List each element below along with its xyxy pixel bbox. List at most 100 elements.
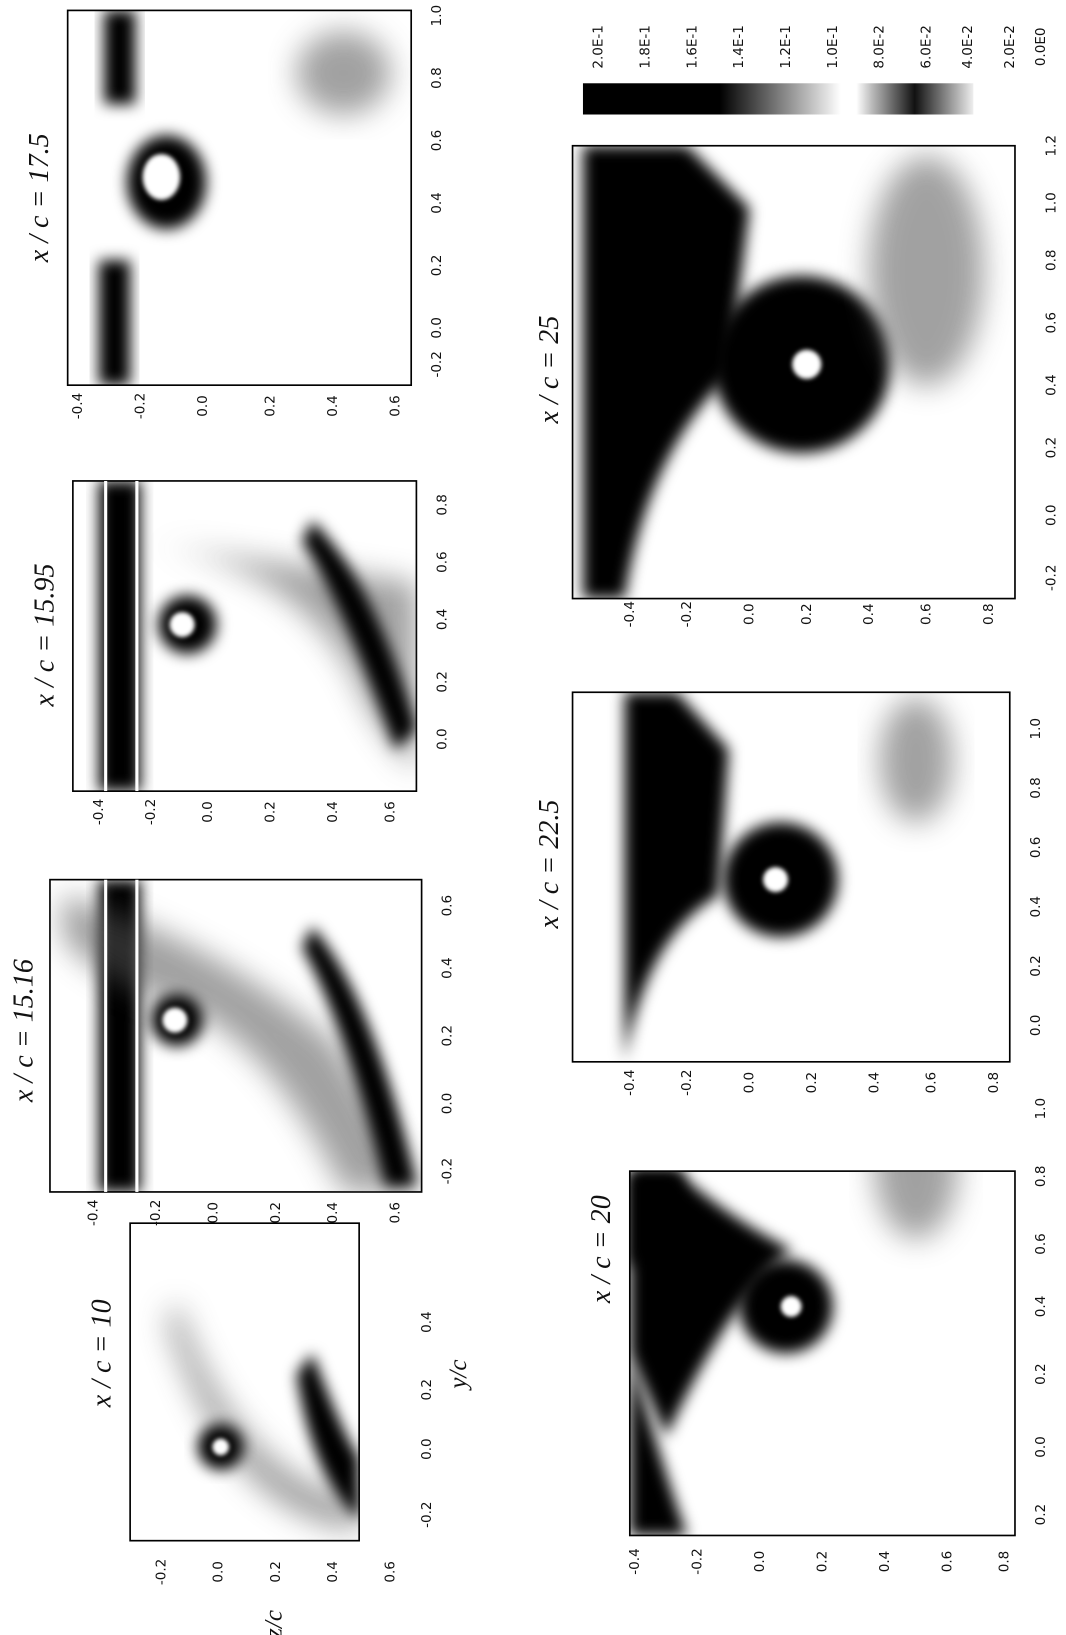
y-tick-label: 0.6 — [429, 130, 445, 152]
x-tick-label: -0.4 — [622, 601, 638, 627]
y-tick-label: -0.2 — [440, 1158, 456, 1184]
x-tick-label: 0.0 — [205, 1202, 221, 1224]
x-tick-label: -0.2 — [153, 1559, 169, 1585]
x-tick-label: -0.2 — [689, 1548, 705, 1574]
y-tick-label: 0.4 — [429, 192, 445, 214]
x-tick-label: 0.2 — [799, 603, 815, 625]
y-tick-label: 0.4 — [1028, 896, 1044, 918]
colorbar-label: 4.0E-2 — [960, 25, 976, 69]
panel-title: x / c = 22.5 — [534, 800, 565, 930]
x-tick-label: -0.4 — [91, 799, 107, 825]
y-tick-label: 1.0 — [1028, 718, 1044, 740]
x-tick-label: 0.2 — [814, 1551, 830, 1573]
y-tick-label: 1.2 — [1043, 135, 1059, 156]
panel-image — [49, 9, 1016, 1542]
x-tick-label: 0.4 — [877, 1551, 893, 1573]
colorbar-label: 1.0E-1 — [825, 25, 841, 69]
x-tick-label: 0.0 — [200, 801, 216, 822]
y-tick-label: 0.8 — [1028, 777, 1044, 799]
colorbar-label: 1.8E-1 — [637, 25, 653, 69]
x-tick-label: -0.2 — [133, 393, 149, 419]
y-tick-label: 0.0 — [429, 317, 445, 339]
colorbar-label: 1.6E-1 — [684, 25, 700, 69]
y-tick-label: 0.0 — [434, 728, 450, 750]
x-tick-label: 0.0 — [211, 1561, 227, 1583]
panel-title: x / c = 15.16 — [8, 959, 39, 1103]
panel-title: x / c = 10 — [87, 1299, 118, 1408]
x-tick-label: 0.6 — [388, 395, 404, 417]
colorbar-label: 6.0E-2 — [918, 25, 934, 69]
y-tick-label: 0.0 — [1028, 1015, 1044, 1036]
y-tick-label: 0.6 — [1043, 312, 1059, 333]
x-tick-label: -0.2 — [148, 1200, 164, 1226]
x-tick-label: 0.4 — [325, 395, 341, 417]
colorbar-label: 2.0E-1 — [591, 25, 607, 69]
x-tick-label: 0.0 — [752, 1551, 768, 1573]
colorbar-label: 0.0E0 — [1033, 28, 1049, 67]
y-tick-label: 0.0 — [419, 1438, 435, 1460]
x-tick-label: 0.2 — [268, 1561, 284, 1583]
y-tick-label: 0.4 — [440, 957, 456, 979]
figure-body: x / c = 10 -0.2 0.0 0.2 0.4 0.6 -0.2 0.0 0.2 0.4 x… — [8, 5, 1059, 1635]
y-tick-label: 0.4 — [1033, 1296, 1049, 1318]
y-tick-label: 0.6 — [1028, 837, 1044, 859]
y-tick-label: 1.0 — [1033, 1098, 1049, 1120]
x-tick-label: 0.6 — [382, 1561, 398, 1583]
y-tick-label: 0.0 — [1033, 1436, 1049, 1458]
y-tick-label: 0.8 — [434, 494, 450, 516]
x-tick-label: 0.0 — [742, 1072, 758, 1094]
y-tick-label: 0.2 — [1043, 437, 1059, 459]
colorbar-label: 1.2E-1 — [778, 25, 794, 69]
y-tick-label: 0.4 — [1043, 374, 1059, 395]
x-tick-label: 0.6 — [382, 801, 398, 823]
y-tick-label: 0.2 — [440, 1025, 456, 1047]
x-tick-label: 0.4 — [861, 603, 877, 625]
panel-title: x / c = 15.95 — [29, 564, 60, 708]
x-tick-label: -0.2 — [679, 1069, 695, 1095]
y-tick-label: 0.2 — [1028, 955, 1044, 976]
x-tick-label: 0.8 — [997, 1551, 1013, 1573]
y-tick-label: 0.6 — [440, 895, 456, 917]
colorbar-label: 8.0E-2 — [872, 25, 888, 69]
x-tick-label: 0.2 — [263, 395, 279, 417]
colorbar-label: 2.0E-2 — [1002, 25, 1018, 69]
y-tick-label: -0.2 — [429, 351, 445, 377]
x-tick-label: 0.2 — [268, 1202, 284, 1224]
x-tick-label: -0.4 — [86, 1200, 102, 1226]
y-tick-label: -0.2 — [1043, 565, 1059, 591]
x-tick-label: 0.6 — [939, 1551, 955, 1573]
x-tick-label: 0.4 — [325, 801, 341, 823]
x-tick-label: 0.8 — [986, 1072, 1002, 1094]
x-tick-label: 0.0 — [742, 603, 758, 625]
x-tick-label: -0.4 — [70, 393, 86, 419]
x-tick-label: 0.8 — [981, 603, 997, 625]
x-tick-label: -0.2 — [143, 799, 159, 825]
y-tick-label: 0.2 — [419, 1379, 435, 1401]
x-tick-label: 0.4 — [325, 1202, 341, 1224]
x-tick-label: -0.4 — [627, 1548, 643, 1574]
y-tick-label: 0.6 — [434, 551, 450, 573]
y-tick-label: 0.2 — [1033, 1363, 1049, 1385]
panel-title: x / c = 25 — [534, 316, 565, 425]
colorbar-label: 1.4E-1 — [731, 25, 747, 69]
x-tick-label: 0.4 — [866, 1072, 882, 1094]
y-tick-label: 1.0 — [1043, 192, 1059, 213]
x-tick-label: 0.6 — [918, 603, 934, 625]
y-axis-label: z/c — [261, 1610, 288, 1635]
x-axis-label: y/c — [445, 1360, 472, 1392]
y-tick-label: 0.2 — [434, 671, 450, 693]
x-tick-label: 0.4 — [325, 1561, 341, 1583]
panel-title: x / c = 20 — [586, 1195, 617, 1304]
x-tick-label: 0.6 — [924, 1072, 940, 1094]
x-tick-label: -0.4 — [622, 1069, 638, 1095]
y-tick-label: 0.2 — [1033, 1504, 1049, 1526]
y-tick-label: -0.2 — [419, 1501, 435, 1527]
x-tick-label: 0.0 — [195, 395, 211, 416]
y-tick-label: 0.0 — [1043, 505, 1059, 526]
y-tick-label: 0.0 — [440, 1093, 456, 1115]
x-tick-label: 0.2 — [263, 801, 279, 823]
y-tick-label: 0.4 — [434, 609, 450, 631]
y-tick-label: 0.8 — [1033, 1166, 1049, 1188]
